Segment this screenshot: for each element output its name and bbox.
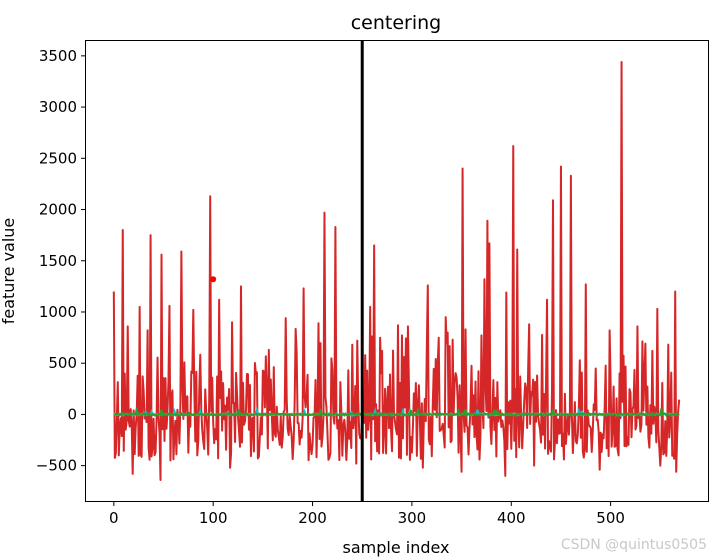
x-tick-label: 200 bbox=[298, 509, 327, 527]
x-tick-label: 100 bbox=[199, 509, 228, 527]
y-tick-label: −500 bbox=[36, 457, 77, 475]
x-axis-label: sample index bbox=[342, 538, 449, 557]
series-line-green bbox=[113, 407, 680, 418]
y-tick-label: 1500 bbox=[39, 252, 77, 270]
y-tick-label: 2000 bbox=[39, 201, 77, 219]
y-tick-label: 500 bbox=[48, 354, 77, 372]
x-tick-label: 400 bbox=[497, 509, 526, 527]
chart-title: centering bbox=[351, 12, 442, 34]
y-axis-label: feature value bbox=[0, 218, 18, 325]
x-tick-label: 300 bbox=[398, 509, 427, 527]
watermark: CSDN @quintus0505 bbox=[560, 537, 707, 553]
y-tick-label: 1000 bbox=[39, 303, 77, 321]
series-line-red bbox=[112, 61, 681, 481]
point-marker bbox=[210, 276, 217, 283]
plot-frame bbox=[85, 40, 709, 502]
x-axis-ticks: 0 100 200 300 400 500 bbox=[109, 501, 625, 527]
y-tick-label: 3500 bbox=[39, 47, 77, 65]
y-tick-label: 2500 bbox=[39, 149, 77, 167]
x-tick-label: 500 bbox=[596, 509, 625, 527]
x-tick-label: 0 bbox=[109, 509, 119, 527]
y-axis-ticks: −500 0 500 1000 1500 2000 2500 3000 3500 bbox=[36, 47, 86, 475]
series-layer bbox=[112, 41, 681, 501]
y-tick-label: 3000 bbox=[39, 98, 77, 116]
y-tick-label: 0 bbox=[67, 405, 77, 423]
